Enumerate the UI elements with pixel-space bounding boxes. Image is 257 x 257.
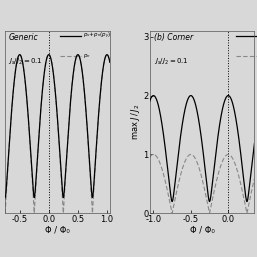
Text: Generic: Generic bbox=[8, 33, 38, 42]
Text: $p_n$: $p_n$ bbox=[83, 52, 90, 60]
Text: $p_s\!+\!p_n(p_y)$: $p_s\!+\!p_n(p_y)$ bbox=[83, 31, 111, 41]
X-axis label: Φ / Φ₀: Φ / Φ₀ bbox=[190, 225, 214, 234]
Text: $J_s/J_2=0.1$: $J_s/J_2=0.1$ bbox=[154, 56, 189, 67]
Y-axis label: max $J\,/\,J_2$: max $J\,/\,J_2$ bbox=[128, 104, 142, 140]
X-axis label: Φ / Φ₀: Φ / Φ₀ bbox=[45, 225, 70, 234]
Text: $J_s/J_2=0.1$: $J_s/J_2=0.1$ bbox=[8, 56, 43, 67]
Text: (b) Corner: (b) Corner bbox=[154, 33, 193, 42]
